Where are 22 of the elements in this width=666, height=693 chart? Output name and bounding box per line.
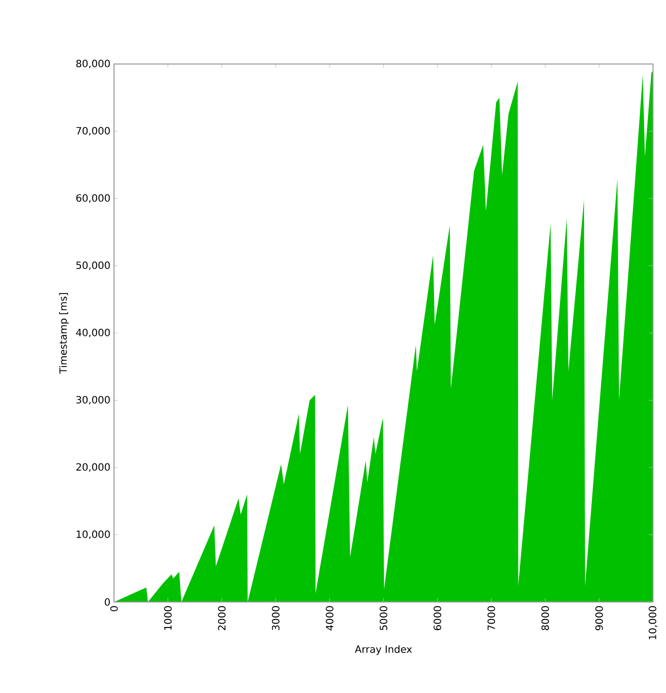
x-tick-label: 7000	[488, 606, 496, 630]
x-tick-label: 1000	[164, 606, 172, 630]
x-tick-label: 6000	[434, 606, 442, 630]
y-axis-title: Timestamp [ms]	[59, 293, 69, 374]
y-tick-label: 60,000	[76, 194, 110, 203]
y-tick-label: 0	[104, 598, 110, 606]
x-tick-label: 5000	[380, 606, 388, 630]
y-tick-label: 50,000	[76, 261, 110, 270]
y-tick-label: 30,000	[76, 396, 110, 405]
y-tick-label: 40,000	[76, 328, 110, 338]
x-axis-title: Array Index	[354, 645, 412, 655]
x-tick-label: 0	[110, 606, 118, 612]
x-tick-label: 4000	[326, 606, 334, 630]
y-tick-label: 80,000	[76, 60, 110, 68]
x-tick-label: 10,000	[648, 606, 658, 640]
y-tick-label: 70,000	[76, 126, 110, 136]
x-tick-label: 2000	[218, 606, 226, 630]
y-tick-label: 20,000	[76, 463, 110, 472]
x-tick-label: 8000	[541, 606, 549, 630]
y-tick-label: 10,000	[76, 530, 110, 540]
x-tick-label: 3000	[272, 606, 280, 630]
x-tick-label: 9000	[595, 606, 603, 630]
